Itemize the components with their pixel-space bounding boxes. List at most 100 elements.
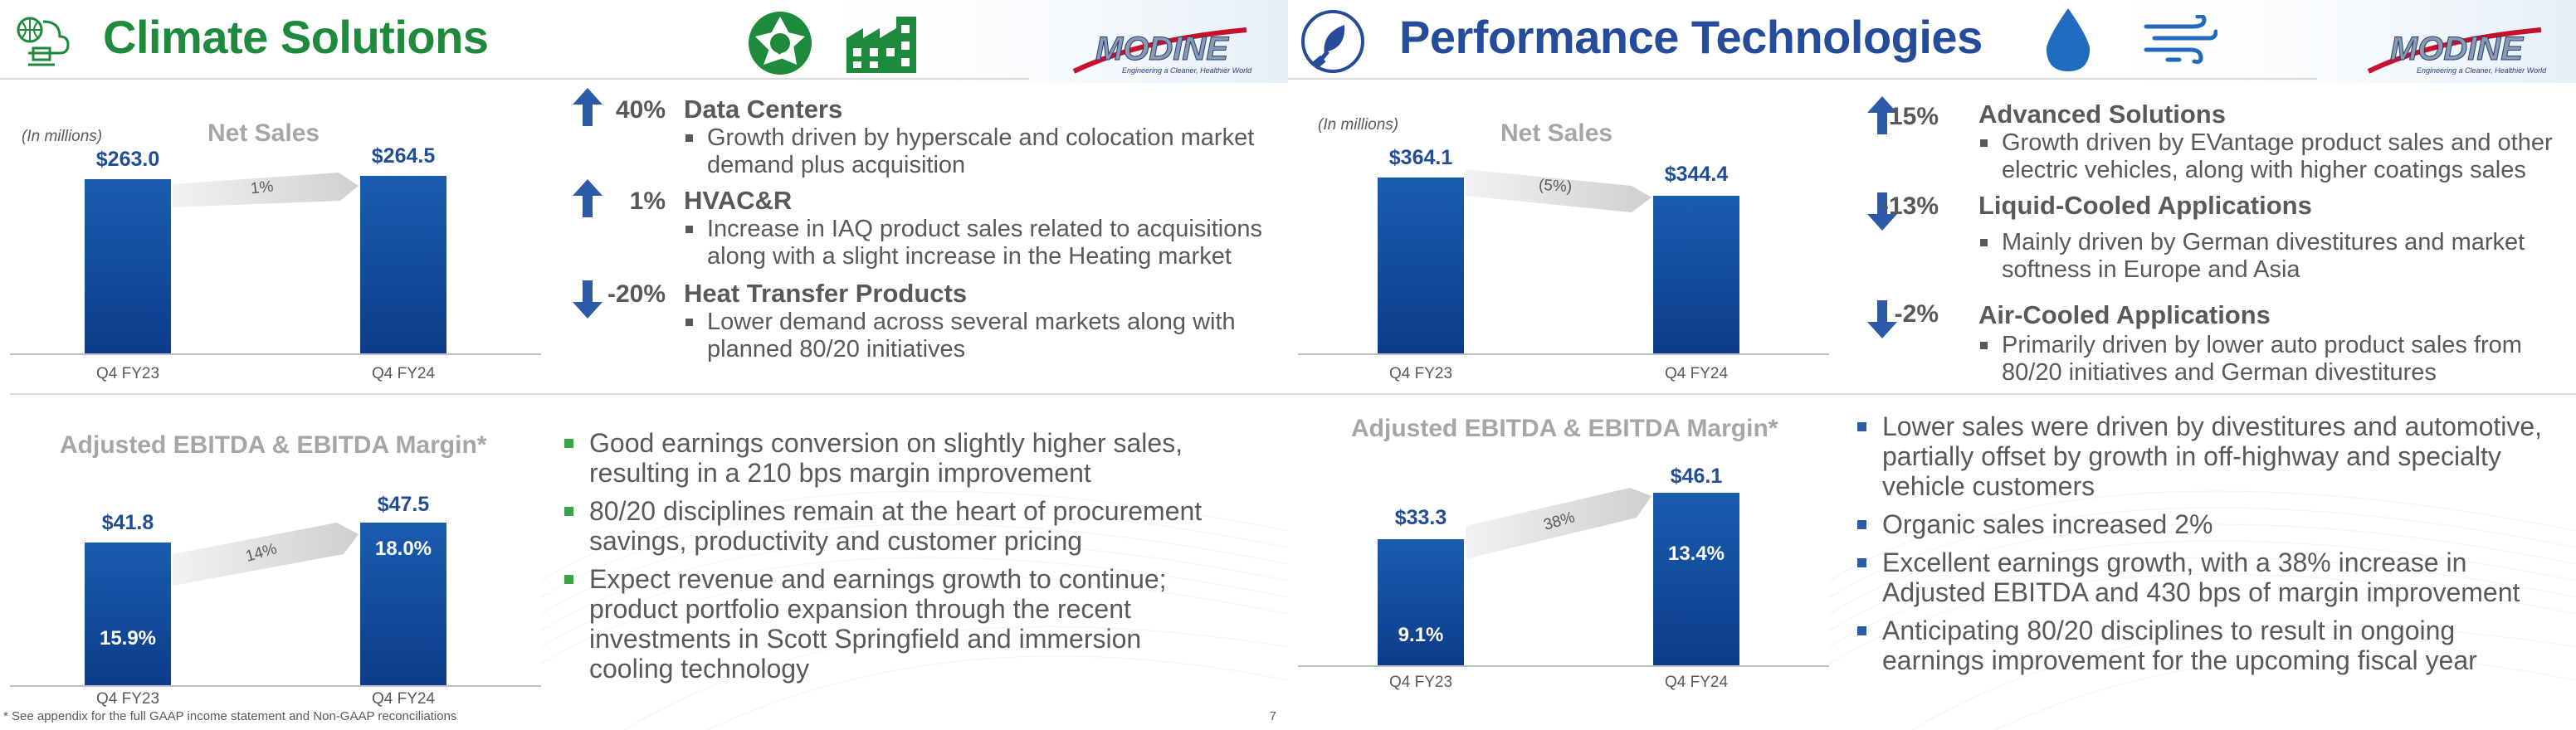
x-axis-label: Q4 FY24 [371,365,436,382]
bar-value-label: $41.8 [101,511,154,534]
ebitda-bar-q4fy24 [360,523,446,685]
bar-value-label: $46.1 [1670,465,1723,488]
climate-globe-icon [17,17,70,66]
aperture-icon [749,12,812,75]
bar-value-label: $364.1 [1388,146,1453,169]
segment-description: Growth driven by hyperscale and colocati… [685,124,1254,179]
wind-icon [2144,15,2217,64]
footnote: * See appendix for the full GAAP income … [3,709,457,723]
x-axis-label: Q4 FY24 [1664,365,1729,382]
modine-logo: MODINE Engineering a Cleaner, Healthier … [2367,23,2558,84]
commentary-bullets: Lower sales were driven by divestitures … [1857,411,2576,684]
leaf-plug-icon [1301,10,1364,73]
bar-value-label: $263.0 [95,148,160,171]
segment-name: Air-Cooled Applications [1978,300,2271,329]
arrow-down-icon [1867,192,1897,231]
x-axis-label: Q4 FY23 [1388,674,1453,691]
ebitda-margin-label: 18.0% [374,538,432,560]
net-sales-bar-q4fy23 [1378,178,1464,353]
arrow-up-icon [573,88,603,126]
segment-description: Growth driven by EVantage product sales … [1980,129,2553,184]
ebitda-margin-label: 13.4% [1667,543,1725,565]
ebitda-bar-q4fy23 [1378,539,1464,665]
slide-climate-solutions: Climate Solutions MODINE Engineering a C… [0,0,1288,730]
commentary-bullets: Good earnings conversion on slightly hig… [564,428,1278,692]
change-percent: 1% [249,178,275,198]
section-divider [1288,393,2576,395]
ebitda-bar-q4fy23 [85,543,171,685]
ebitda-margin-label: 15.9% [99,627,157,650]
ebitda-chart-title: Adjusted EBITDA & EBITDA Margin* [60,431,487,459]
segment-description: Increase in IAQ product sales related to… [685,216,1262,270]
net-sales-chart-title: Net Sales [1500,119,1613,147]
bar-value-label: $47.5 [377,493,430,516]
ebitda-margin-label: 9.1% [1398,624,1444,646]
segment-percent: 1% [629,187,666,215]
bullet-item: Lower sales were driven by divestitures … [1857,411,2576,501]
modine-logo: MODINE Engineering a Cleaner, Healthier … [1072,23,1263,84]
segment-percent: -13% [1880,192,1939,220]
arrow-down-icon [573,280,603,319]
section-divider [10,393,1288,395]
bar-value-label: $264.5 [371,144,436,168]
bullet-item: Expect revenue and earnings growth to co… [564,564,1278,684]
x-axis-label: Q4 FY23 [1388,365,1453,382]
ebitda-chart-title: Adjusted EBITDA & EBITDA Margin* [1351,415,1778,442]
x-axis-label: Q4 FY24 [371,690,436,708]
change-arrow [1466,169,1651,212]
building-icon [846,17,916,73]
bullet-item: Anticipating 80/20 disciplines to result… [1857,616,2576,675]
net-sales-bar-q4fy23 [85,179,171,353]
bar-value-label: $344.4 [1664,163,1729,186]
segment-name: Liquid-Cooled Applications [1978,191,2312,220]
segment-description: Primarily driven by lower auto product s… [1980,332,2522,387]
svg-text:Engineering a Cleaner, Healthi: Engineering a Cleaner, Healthier World [1122,66,1252,75]
units-note: (In millions) [1318,116,1399,134]
slide-performance-technologies: Performance Technologies MODINE Engineer… [1288,0,2576,730]
segment-name: HVAC&R [684,186,793,215]
page-title: Climate Solutions [103,11,489,63]
change-arrow [173,173,359,207]
segment-description: Lower demand across several markets alon… [685,309,1236,363]
net-sales-bar-q4fy24 [360,176,446,353]
net-sales-chart-title: Net Sales [207,119,320,147]
segment-percent: 15% [1888,103,1939,130]
page-number: 7 [1269,709,1276,723]
segment-name: Heat Transfer Products [684,279,968,308]
segment-name: Advanced Solutions [1978,100,2226,129]
svg-text:Engineering a Cleaner, Healthi: Engineering a Cleaner, Healthier World [2417,66,2547,75]
bar-value-label: $33.3 [1394,506,1447,529]
change-percent: (5%) [1538,176,1573,197]
arrow-up-icon [573,179,603,217]
arrow-down-icon [1867,300,1897,338]
arrow-up-icon [1867,96,1897,134]
bullet-item: Good earnings conversion on slightly hig… [564,428,1278,488]
segment-description: Mainly driven by German divestitures and… [1980,229,2525,284]
ebitda-bar-q4fy24 [1653,493,1739,665]
x-axis-label: Q4 FY23 [95,690,160,708]
x-axis-label: Q4 FY23 [95,365,160,382]
chart-axis [1298,353,1829,355]
chart-axis [10,353,541,355]
segment-percent: 40% [615,96,666,124]
bullet-item: Excellent earnings growth, with a 38% in… [1857,548,2576,607]
segment-name: Data Centers [684,95,843,124]
svg-text:MODINE: MODINE [2390,31,2524,67]
segment-percent: -20% [607,280,666,308]
chart-axis [1298,665,1829,667]
net-sales-bar-q4fy24 [1653,196,1739,353]
segment-percent: -2% [1894,300,1939,328]
bullet-item: Organic sales increased 2% [1857,509,2576,539]
chart-axis [10,685,541,687]
bullet-item: 80/20 disciplines remain at the heart of… [564,496,1278,556]
units-note: (In millions) [22,128,103,145]
header-divider [1288,78,2317,80]
change-arrow [173,523,359,586]
header-divider [0,78,1029,80]
background-wave-decoration [1829,0,2576,730]
change-arrow [1466,488,1651,559]
svg-text:MODINE: MODINE [1095,31,1229,67]
page-title: Performance Technologies [1399,11,1983,63]
x-axis-label: Q4 FY24 [1664,674,1729,691]
water-drop-icon [2046,8,2091,71]
